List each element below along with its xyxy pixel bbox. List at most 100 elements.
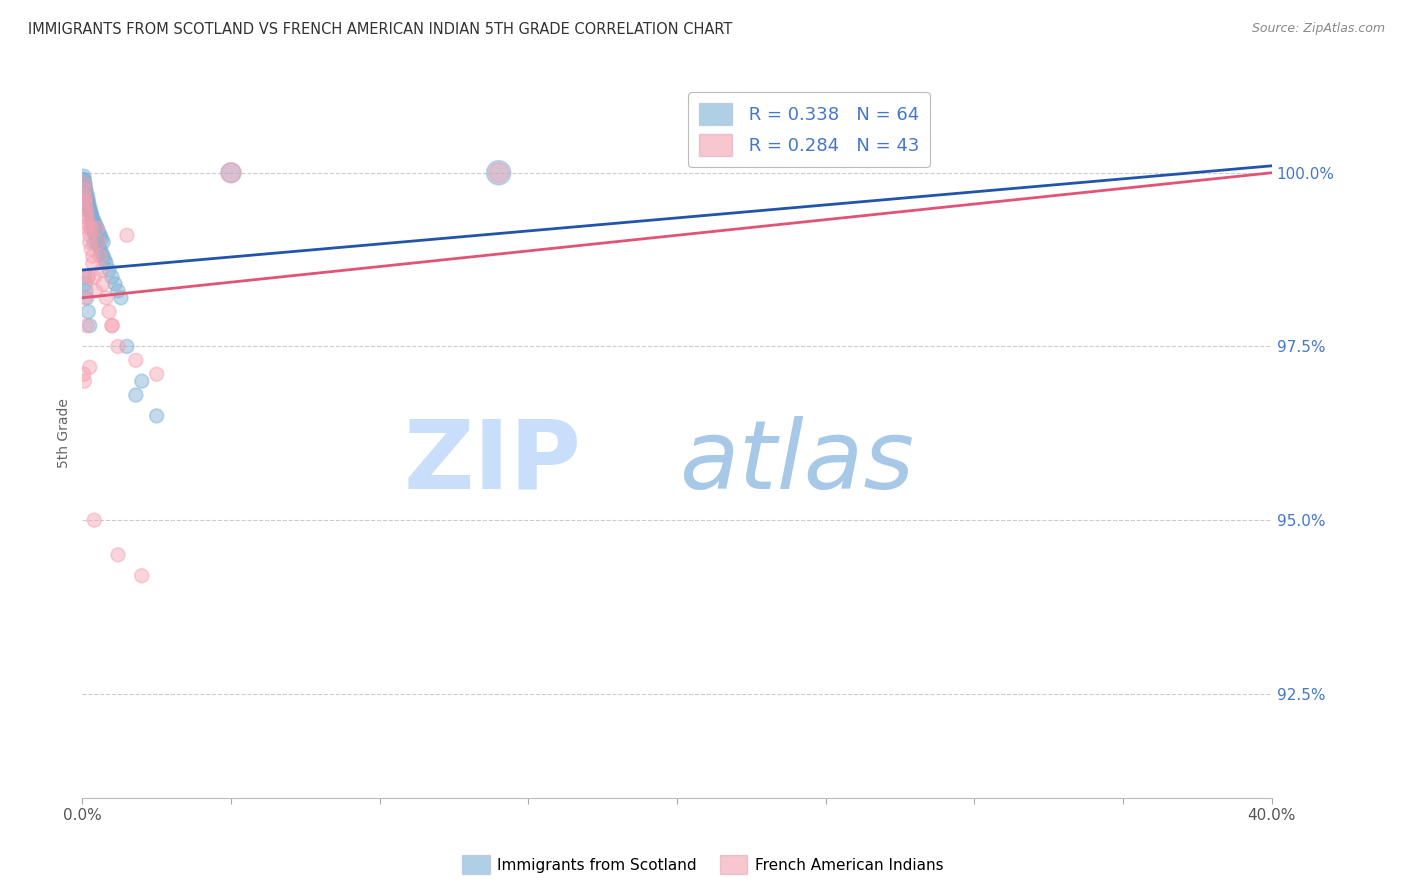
Point bbox=[90, 245, 112, 260]
Text: ZIP: ZIP bbox=[404, 416, 582, 509]
Point bbox=[83, 269, 105, 284]
Point bbox=[77, 269, 100, 284]
Point bbox=[76, 197, 98, 211]
Point bbox=[80, 221, 103, 235]
Point bbox=[79, 203, 101, 218]
Point bbox=[87, 235, 110, 250]
Point bbox=[73, 183, 96, 197]
Point bbox=[131, 374, 153, 388]
Point bbox=[219, 166, 242, 180]
Point bbox=[110, 291, 132, 305]
Point bbox=[101, 318, 124, 333]
Text: Source: ZipAtlas.com: Source: ZipAtlas.com bbox=[1251, 22, 1385, 36]
Point bbox=[75, 183, 97, 197]
Point bbox=[101, 269, 124, 284]
Point bbox=[73, 194, 96, 208]
Point bbox=[79, 201, 101, 215]
Point bbox=[125, 388, 148, 402]
Point bbox=[76, 194, 98, 208]
Point bbox=[98, 263, 121, 277]
Point bbox=[79, 228, 101, 243]
Point bbox=[107, 548, 129, 562]
Point bbox=[77, 201, 100, 215]
Point bbox=[76, 211, 98, 225]
Point bbox=[89, 228, 111, 243]
Legend: Immigrants from Scotland, French American Indians: Immigrants from Scotland, French America… bbox=[456, 849, 950, 880]
Point bbox=[107, 284, 129, 298]
Point bbox=[79, 235, 101, 250]
Point bbox=[73, 172, 96, 186]
Point bbox=[86, 232, 108, 246]
Point bbox=[73, 269, 96, 284]
Point bbox=[131, 568, 153, 582]
Point bbox=[83, 225, 105, 239]
Point bbox=[83, 513, 105, 527]
Point bbox=[87, 238, 110, 252]
Point bbox=[91, 249, 114, 263]
Point bbox=[84, 228, 107, 243]
Point bbox=[73, 176, 96, 190]
Point bbox=[75, 186, 97, 201]
Point bbox=[219, 166, 242, 180]
Point bbox=[93, 252, 115, 267]
Point bbox=[77, 194, 100, 208]
Point bbox=[75, 291, 97, 305]
Point bbox=[80, 221, 103, 235]
Point bbox=[73, 179, 96, 194]
Point bbox=[80, 207, 103, 221]
Legend:  R = 0.338   N = 64,  R = 0.284   N = 43: R = 0.338 N = 64, R = 0.284 N = 43 bbox=[689, 92, 929, 167]
Point bbox=[89, 242, 111, 256]
Point bbox=[75, 190, 97, 204]
Point bbox=[76, 190, 98, 204]
Point bbox=[77, 269, 100, 284]
Point bbox=[86, 221, 108, 235]
Point bbox=[73, 176, 96, 190]
Point bbox=[77, 218, 100, 232]
Point bbox=[76, 203, 98, 218]
Point bbox=[84, 218, 107, 232]
Point bbox=[86, 221, 108, 235]
Point bbox=[83, 221, 105, 235]
Point bbox=[79, 360, 101, 375]
Point bbox=[77, 304, 100, 318]
Point bbox=[488, 166, 510, 180]
Text: IMMIGRANTS FROM SCOTLAND VS FRENCH AMERICAN INDIAN 5TH GRADE CORRELATION CHART: IMMIGRANTS FROM SCOTLAND VS FRENCH AMERI… bbox=[28, 22, 733, 37]
Point bbox=[80, 211, 103, 225]
Point bbox=[77, 197, 100, 211]
Point bbox=[145, 409, 167, 423]
Point bbox=[75, 284, 97, 298]
Point bbox=[75, 190, 97, 204]
Point bbox=[89, 249, 111, 263]
Point bbox=[76, 221, 98, 235]
Point bbox=[76, 291, 98, 305]
Point bbox=[83, 214, 105, 228]
Point bbox=[91, 277, 114, 291]
Point bbox=[94, 256, 117, 270]
Point bbox=[125, 353, 148, 368]
Point bbox=[86, 235, 108, 250]
Point bbox=[91, 235, 114, 250]
Point bbox=[75, 277, 97, 291]
Point bbox=[75, 197, 97, 211]
Point bbox=[107, 339, 129, 353]
Point bbox=[90, 263, 112, 277]
Point bbox=[104, 277, 127, 291]
Point bbox=[75, 207, 97, 221]
Point bbox=[84, 284, 107, 298]
Point bbox=[82, 211, 104, 225]
Y-axis label: 5th Grade: 5th Grade bbox=[58, 399, 72, 468]
Point bbox=[101, 318, 124, 333]
Point bbox=[82, 256, 104, 270]
Point bbox=[79, 318, 101, 333]
Point bbox=[73, 169, 96, 184]
Point bbox=[488, 166, 510, 180]
Point bbox=[94, 291, 117, 305]
Point bbox=[75, 179, 97, 194]
Point bbox=[73, 176, 96, 190]
Point bbox=[73, 172, 96, 186]
Point bbox=[83, 235, 105, 250]
Point bbox=[90, 232, 112, 246]
Point bbox=[73, 183, 96, 197]
Point bbox=[145, 368, 167, 382]
Point bbox=[76, 318, 98, 333]
